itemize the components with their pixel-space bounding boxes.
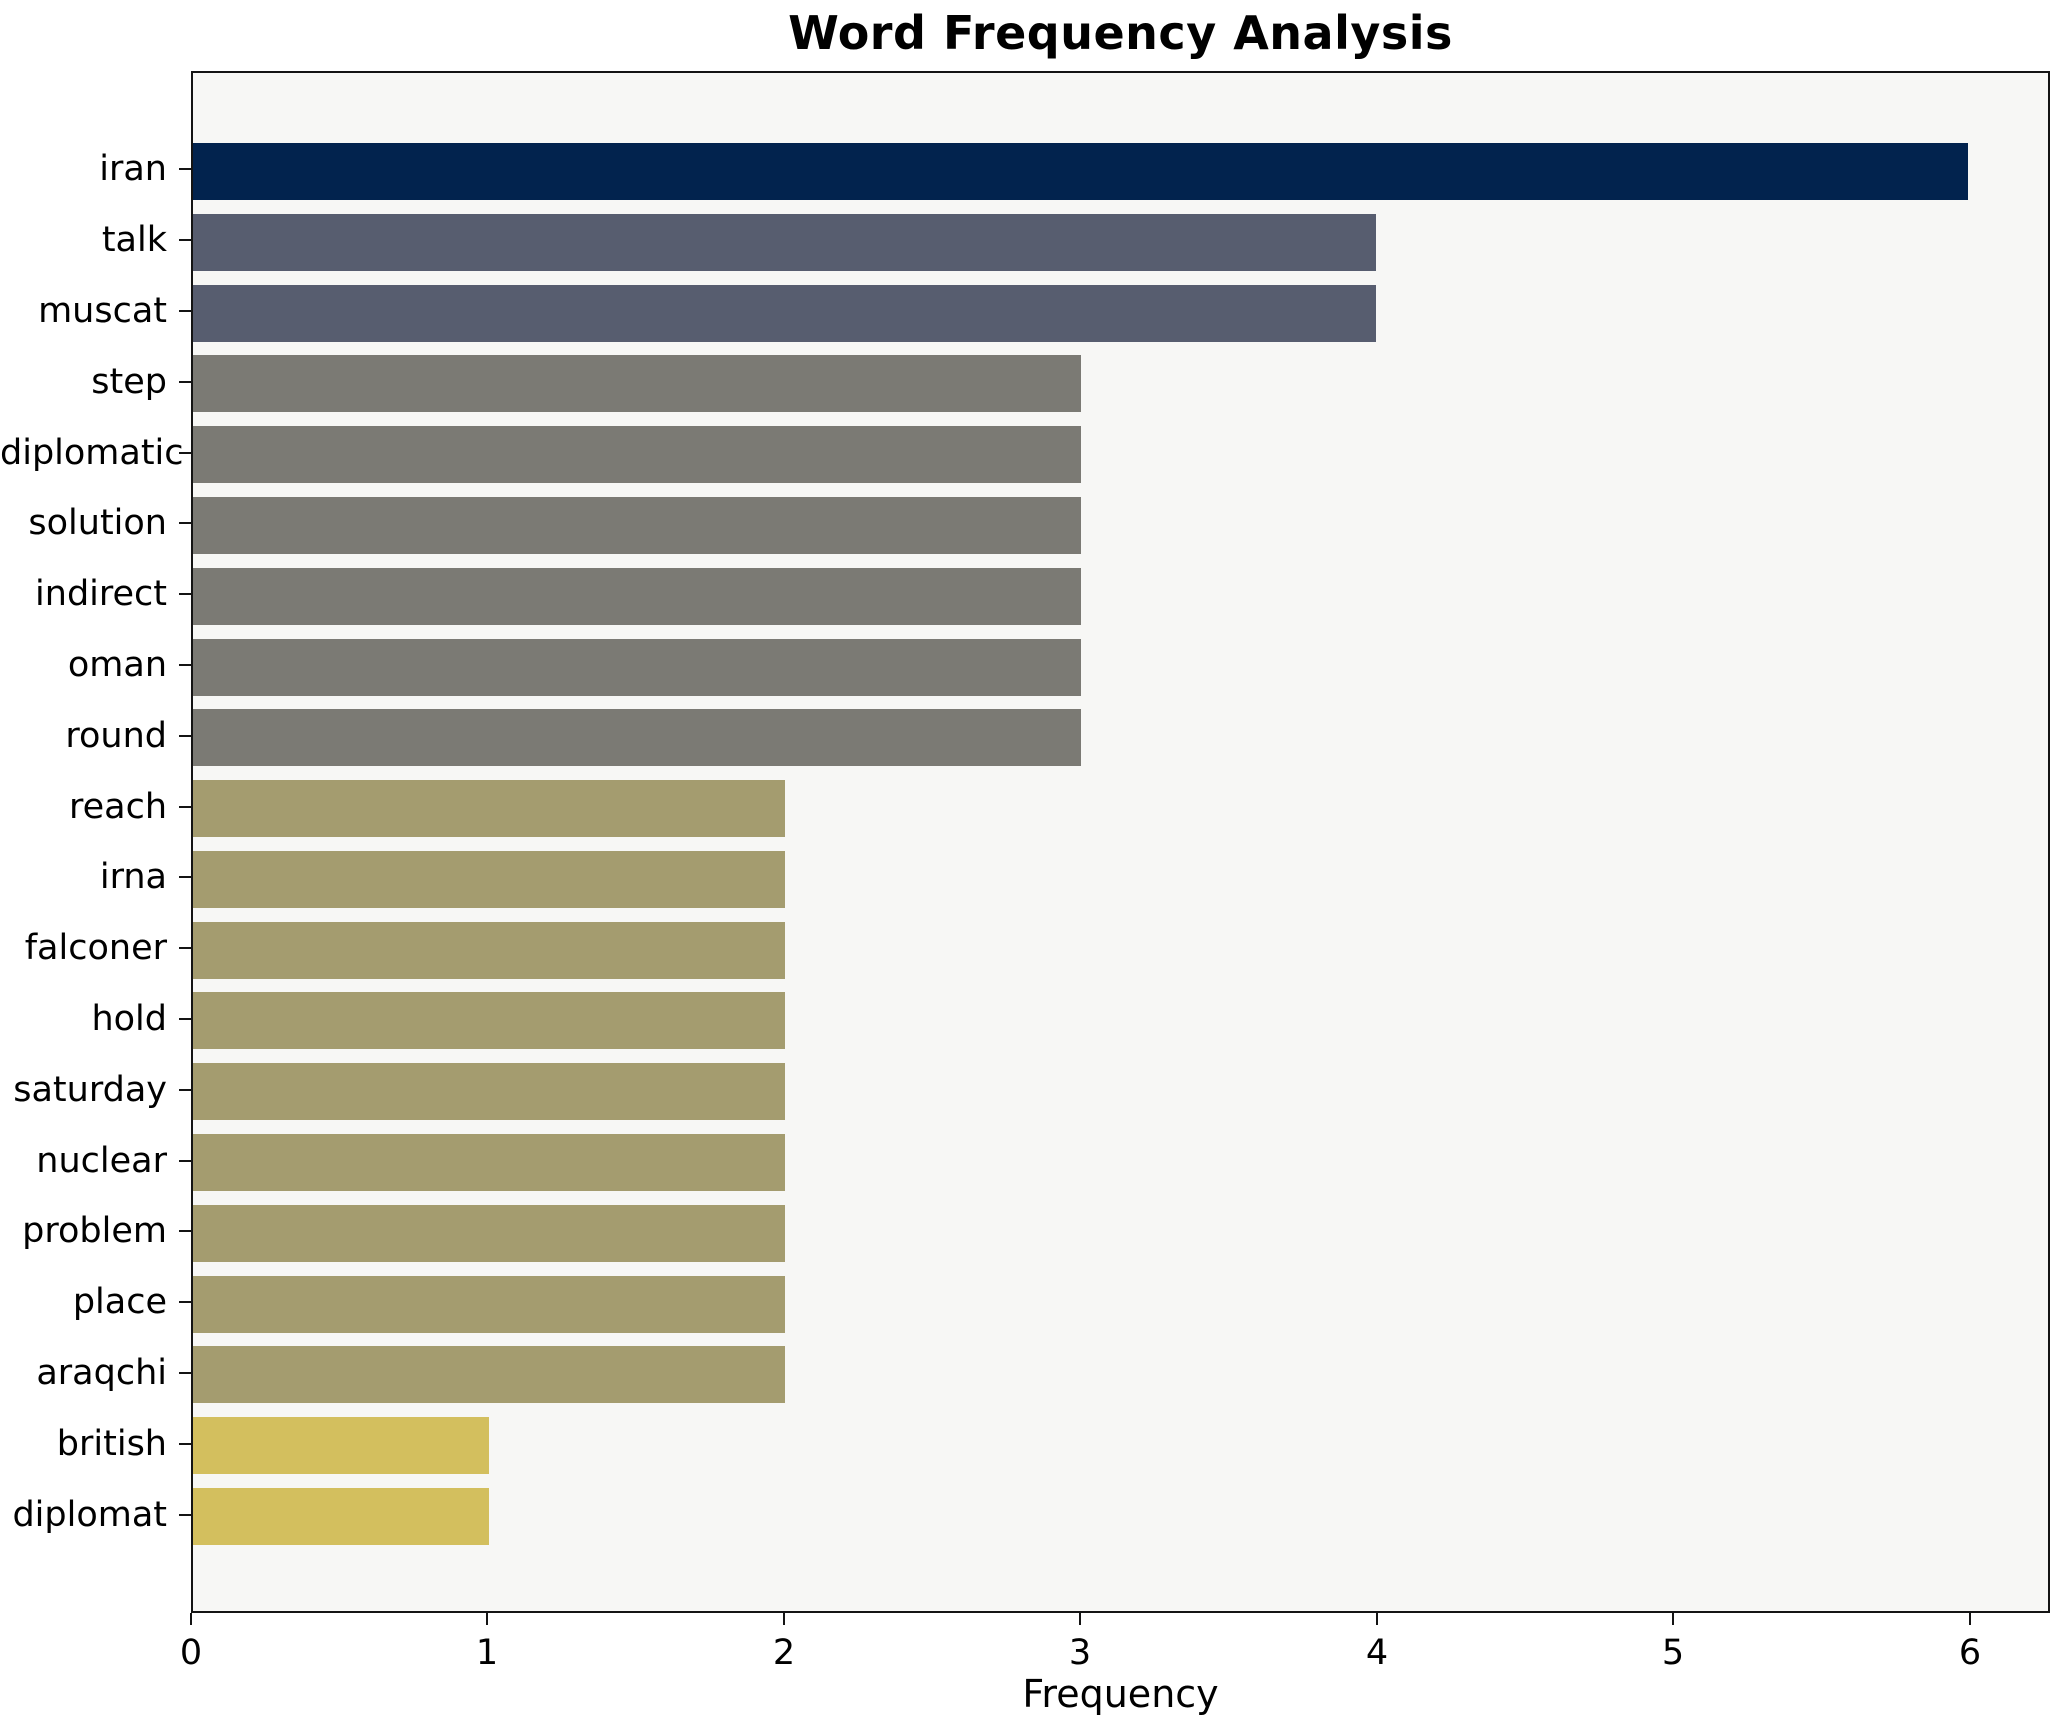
y-tick-mark-diplomat [179,1514,191,1516]
x-tick-label-3: 3 [1068,1633,1092,1673]
y-tick-mark-indirect [179,593,191,595]
x-tick-label-6: 6 [1958,1633,1982,1673]
bar-irna [193,851,785,908]
y-tick-label-reach: reach [68,787,167,827]
bar-araqchi [193,1346,785,1403]
y-tick-label-talk: talk [101,220,167,260]
y-tick-mark-round [179,735,191,737]
y-tick-label-solution: solution [28,503,167,543]
y-tick-mark-british [179,1443,191,1445]
y-tick-label-nuclear: nuclear [36,1141,167,1181]
y-tick-label-indirect: indirect [35,574,167,614]
y-tick-label-place: place [72,1282,167,1322]
y-tick-label-british: british [56,1424,167,1464]
bar-reach [193,780,785,837]
x-tick-label-0: 0 [179,1633,203,1673]
y-tick-mark-oman [179,664,191,666]
y-tick-mark-muscat [179,310,191,312]
bar-step [193,355,1081,412]
y-tick-mark-reach [179,806,191,808]
bar-iran [193,143,1969,200]
y-tick-label-muscat: muscat [38,291,167,331]
bar-talk [193,214,1377,271]
y-tick-mark-step [179,381,191,383]
y-tick-mark-araqchi [179,1372,191,1374]
x-tick-mark-6 [1969,1613,1971,1625]
x-tick-label-1: 1 [475,1633,499,1673]
y-tick-label-araqchi: araqchi [36,1353,167,1393]
plot-area [191,71,2050,1613]
y-tick-mark-hold [179,1018,191,1020]
bar-nuclear [193,1134,785,1191]
y-tick-mark-nuclear [179,1160,191,1162]
y-tick-label-hold: hold [91,999,167,1039]
bar-british [193,1417,489,1474]
y-tick-mark-talk [179,239,191,241]
y-tick-label-irna: irna [99,857,167,897]
y-tick-label-step: step [91,362,167,402]
x-tick-mark-1 [486,1613,488,1625]
x-tick-mark-2 [783,1613,785,1625]
y-tick-label-falconer: falconer [24,928,167,968]
x-tick-mark-0 [190,1613,192,1625]
y-tick-label-iran: iran [99,149,167,189]
bar-diplomat [193,1488,489,1545]
y-tick-label-saturday: saturday [13,1070,167,1110]
y-tick-mark-iran [179,168,191,170]
x-tick-mark-3 [1079,1613,1081,1625]
y-tick-label-problem: problem [22,1211,167,1251]
y-tick-mark-irna [179,876,191,878]
y-tick-label-diplomatic: diplomatic [0,433,184,473]
bar-saturday [193,1063,785,1120]
x-tick-label-2: 2 [772,1633,796,1673]
y-tick-mark-falconer [179,947,191,949]
bar-solution [193,497,1081,554]
x-tick-label-5: 5 [1661,1633,1685,1673]
y-tick-mark-problem [179,1230,191,1232]
bar-diplomatic [193,426,1081,483]
y-tick-label-round: round [65,716,167,756]
y-tick-mark-place [179,1301,191,1303]
bar-hold [193,992,785,1049]
bar-place [193,1276,785,1333]
y-tick-mark-diplomatic [179,452,191,454]
bar-oman [193,639,1081,696]
x-axis-label: Frequency [1022,1672,1219,1716]
bar-round [193,709,1081,766]
y-tick-mark-solution [179,522,191,524]
x-tick-mark-5 [1672,1613,1674,1625]
bar-indirect [193,568,1081,625]
x-tick-mark-4 [1376,1613,1378,1625]
y-tick-mark-saturday [179,1089,191,1091]
bar-falconer [193,922,785,979]
bar-muscat [193,285,1377,342]
y-tick-label-oman: oman [67,645,167,685]
y-tick-label-diplomat: diplomat [12,1495,167,1535]
chart-title: Word Frequency Analysis [788,6,1453,60]
x-tick-label-4: 4 [1365,1633,1389,1673]
bar-problem [193,1205,785,1262]
